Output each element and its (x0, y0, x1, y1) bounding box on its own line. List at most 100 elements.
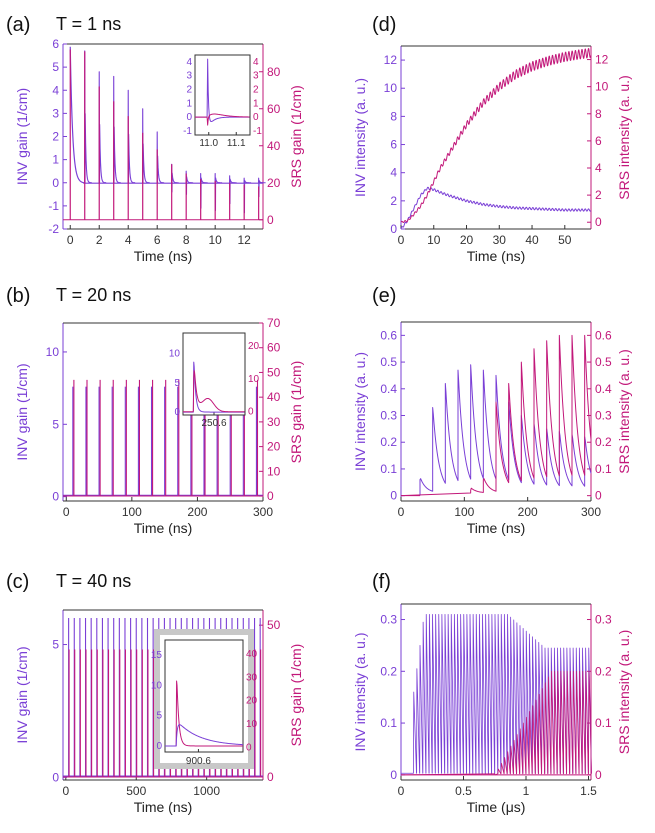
panel-letter-d: (d) (372, 14, 396, 36)
y-left-tick-label: 0.2 (380, 435, 397, 449)
inset-y-left-tick-label: 15 (151, 650, 163, 661)
inset-a: 11.0 11.1 -1 0 1 2 3 4 -1 0 1 2 3 4 (183, 54, 262, 149)
y-left-tick-label: 10 (384, 81, 398, 95)
x-tick-label: 10 (208, 233, 222, 247)
y-right-tick-label: 70 (267, 316, 281, 330)
x-tick-label: 0 (398, 784, 405, 798)
x-tick-label: 12 (237, 233, 251, 247)
y-left-tick-label: 6 (390, 138, 397, 152)
inset-y-left-tick-label: 10 (169, 349, 181, 360)
x-tick-label: 0 (67, 233, 74, 247)
y-left-tick-label: 12 (384, 53, 398, 67)
y-left-axis-label: INV gain (1/cm) (14, 88, 30, 185)
inset-y-left-tick-label: 2 (186, 84, 192, 95)
panel-a: (a) T = 1 ns0 2 4 6 8 10 12-2-10123456020406080… (6, 14, 304, 264)
inset-inv-line (164, 724, 244, 747)
y-right-axis-label: SRS intensity (a. u.) (616, 75, 632, 200)
x-tick-label: 0 (63, 505, 70, 519)
x-axis-label: Time (μs) (467, 799, 526, 815)
inset-y-right-tick-label: 1 (253, 98, 259, 109)
x-axis-label: Time (ns) (467, 248, 526, 264)
y-left-tick-label: 0 (390, 222, 397, 236)
x-tick-label: 0.5 (455, 784, 472, 798)
y-right-tick-label: 4 (595, 161, 602, 175)
x-tick-label: 4 (125, 233, 132, 247)
y-left-tick-label: 10 (46, 345, 60, 359)
x-tick-label: 20 (460, 233, 474, 247)
x-tick-label: 1.5 (580, 784, 597, 798)
inset-y-left-tick-label: 1 (186, 98, 192, 109)
y-left-tick-label: -2 (48, 222, 59, 236)
x-tick-label: 40 (525, 233, 539, 247)
y-right-axis-label: SRS intensity (a. u.) (616, 349, 632, 474)
inset-y-left-tick-label: 5 (174, 378, 180, 389)
inset-y-left-tick-label: 5 (156, 711, 162, 722)
inv-spike (142, 108, 150, 184)
y-left-axis-label: INV gain (1/cm) (14, 646, 30, 743)
y-right-tick-label: 12 (595, 53, 609, 67)
srs-line (400, 670, 592, 776)
y-left-tick-label: 0.1 (380, 716, 397, 730)
inset-y-left-tick-label: 0 (174, 407, 180, 418)
panel-letter-f: (f) (372, 571, 391, 593)
inset-y-left-tick-label: -1 (183, 126, 192, 137)
y-left-tick-label: 8 (390, 109, 397, 123)
x-tick-label: 0 (398, 233, 405, 247)
y-right-tick-label: 10 (595, 80, 609, 94)
inv-spike (84, 50, 92, 184)
x-axis-label: Time (ns) (467, 520, 526, 536)
y-left-tick-label: 2 (390, 194, 397, 208)
inset-y-left-tick-label: 3 (186, 71, 192, 82)
inset-y-right-tick-label: -1 (253, 126, 262, 137)
panel-title-b: T = 20 ns (56, 285, 131, 305)
inset-y-right-tick-label: 4 (253, 57, 259, 68)
x-tick-label: 50 (558, 233, 572, 247)
y-right-tick-label: 40 (267, 139, 281, 153)
inset-x-tick-label: 11.0 (199, 138, 218, 149)
y-right-axis-label: SRS gain (1/cm) (288, 85, 304, 188)
y-right-tick-label: 40 (267, 390, 281, 404)
y-left-tick-label: 3 (52, 106, 59, 120)
inv-line (400, 186, 592, 230)
inv-spike (171, 163, 179, 193)
inv-spike (185, 170, 194, 195)
panel-b: (b) T = 20 ns0 100 200 300051001020304050607… (6, 285, 304, 536)
y-right-tick-label: 20 (267, 440, 281, 454)
y-left-tick-label: 4 (390, 166, 397, 180)
y-right-tick-label: 60 (267, 102, 281, 116)
y-left-tick-label: 0.5 (380, 355, 397, 369)
y-left-axis-label: INV intensity (a. u.) (352, 78, 368, 197)
x-tick-label: 100 (454, 505, 474, 519)
x-tick-label: 6 (154, 233, 161, 247)
y-left-tick-label: 0.4 (380, 382, 397, 396)
x-tick-label: 100 (122, 505, 142, 519)
x-tick-label: 30 (493, 233, 507, 247)
inset-y-right-tick-label: 3 (253, 71, 259, 82)
inset-y-right-tick-label: 10 (248, 374, 260, 385)
inv-spike (127, 89, 136, 184)
inset-y-right-tick-label: 0 (246, 742, 252, 753)
panel-f: (f) 0 0.5 1 1.5 0 0.1 0.2 0.3 0 0.1 0.2 0.3 Time (μs)… (352, 571, 632, 815)
inv-spike (156, 131, 165, 184)
inset-c: 900.6 0 5 10 15 0 10 20 30 40 (151, 629, 258, 769)
inv-spike (113, 75, 121, 184)
y-left-tick-label: 0 (52, 770, 59, 784)
panel-title-a: T = 1 ns (56, 14, 121, 34)
x-tick-label: 300 (581, 505, 601, 519)
inset-y-right-tick-label: 0 (253, 112, 259, 123)
y-left-tick-label: 0.1 (380, 462, 397, 476)
y-left-tick-label: 1 (52, 153, 59, 167)
inset-frame (164, 639, 244, 753)
y-left-axis-label: INV gain (1/cm) (14, 363, 30, 460)
x-tick-label: 0 (62, 784, 69, 798)
x-axis-label: Time (ns) (134, 248, 193, 264)
y-left-tick-label: 6 (52, 37, 59, 51)
y-left-tick-label: 0 (52, 490, 59, 504)
y-left-tick-label: 0 (390, 489, 397, 503)
y-left-tick-label: 0 (390, 768, 397, 782)
inset-x-tick-label: 900.6 (186, 756, 211, 767)
y-right-tick-label: 0.2 (595, 664, 612, 678)
y-left-tick-label: 4 (52, 83, 59, 97)
y-left-tick-label: 0.2 (380, 664, 397, 678)
